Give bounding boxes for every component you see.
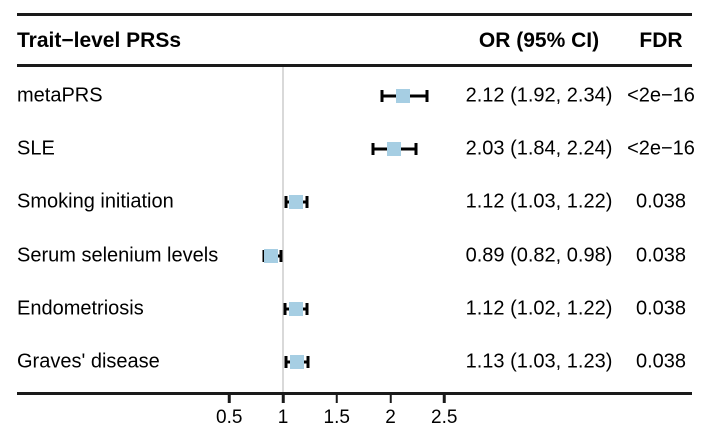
- axis-tick: [335, 395, 338, 403]
- fdr-value: 0.038: [635, 190, 687, 213]
- ci-cap-left: [262, 249, 266, 262]
- axis-tick-label: 0.5: [216, 407, 243, 428]
- ci-cap-right: [305, 196, 309, 209]
- trait-label: Serum selenium levels: [17, 244, 219, 267]
- axis-rule: [17, 392, 692, 395]
- fdr-value: 0.038: [635, 244, 687, 267]
- fdr-value: 0.038: [635, 297, 687, 320]
- trait-label: Smoking initiation: [17, 190, 174, 213]
- reference-line: [282, 67, 284, 392]
- or-marker: [396, 89, 411, 103]
- axis-tick-label: 1.5: [323, 407, 350, 428]
- ci-cap-right: [305, 302, 309, 315]
- fdr-value: <2e−16: [627, 137, 695, 160]
- fdr-value: 0.038: [635, 350, 687, 373]
- ci-cap-left: [371, 143, 375, 156]
- ci-cap-left: [283, 302, 287, 315]
- axis-tick: [228, 395, 231, 403]
- or-marker: [386, 142, 401, 157]
- or-marker: [288, 301, 303, 316]
- or-value: 1.13 (1.03, 1.23): [465, 350, 613, 373]
- or-value: 0.89 (0.82, 0.98): [465, 244, 613, 267]
- ci-cap-left: [284, 196, 288, 209]
- axis-tick: [443, 395, 446, 403]
- fdr-value: <2e−16: [627, 84, 695, 107]
- or-value: 2.03 (1.84, 2.24): [465, 137, 613, 160]
- or-marker: [288, 195, 303, 210]
- trait-label: SLE: [17, 137, 55, 160]
- ci-cap-right: [279, 249, 283, 262]
- or-ci-column-header: OR (95% CI): [478, 29, 600, 52]
- chart-title: Trait−level PRSs: [17, 29, 182, 52]
- or-value: 2.12 (1.92, 2.34): [465, 84, 613, 107]
- ci-cap-left: [380, 90, 384, 102]
- axis-tick-label: 2.5: [431, 407, 458, 428]
- ci-cap-left: [284, 356, 288, 368]
- trait-label: metaPRS: [17, 84, 103, 107]
- trait-label: Endometriosis: [17, 297, 144, 320]
- header-rule: [17, 64, 692, 67]
- or-marker: [289, 355, 304, 369]
- axis-tick: [389, 395, 392, 403]
- or-marker: [264, 248, 279, 263]
- ci-cap-right: [306, 356, 310, 368]
- axis-tick: [281, 395, 285, 403]
- top-rule: [17, 13, 692, 16]
- ci-cap-right: [425, 90, 429, 102]
- trait-label: Graves' disease: [17, 350, 160, 373]
- fdr-column-header: FDR: [639, 29, 683, 52]
- axis-tick-label: 1: [277, 407, 289, 428]
- or-value: 1.12 (1.03, 1.22): [465, 190, 613, 213]
- ci-cap-right: [414, 143, 418, 156]
- or-value: 1.12 (1.02, 1.22): [465, 297, 613, 320]
- axis-tick-label: 2: [385, 407, 396, 428]
